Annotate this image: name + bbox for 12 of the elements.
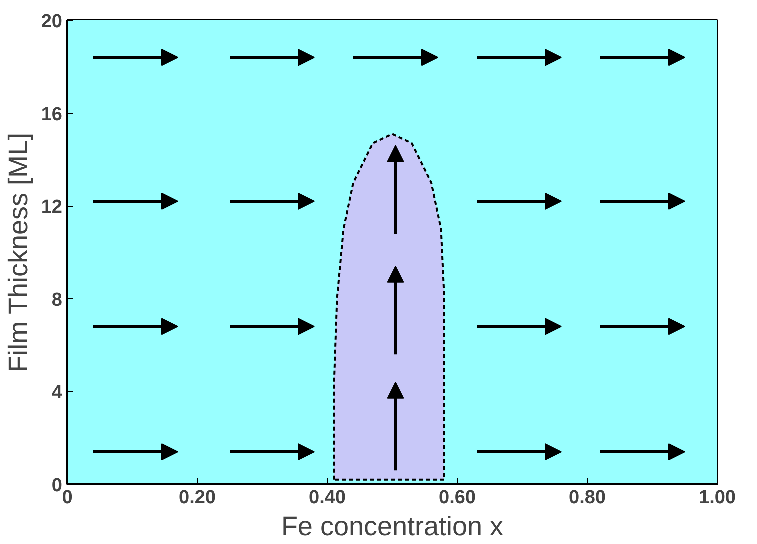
x-tick-label: 0.40	[309, 488, 346, 508]
x-tick-label: 0.20	[179, 488, 216, 508]
x-axis-title: Fe concentration x	[281, 512, 504, 542]
y-tick-label: 16	[41, 104, 63, 126]
y-tick-label: 12	[41, 197, 63, 218]
y-tick-label: 4	[52, 382, 63, 404]
y-tick-label: 8	[52, 290, 63, 311]
x-tick-label: 0.60	[439, 488, 476, 508]
y-axis-title: Film Thickness [ML]	[3, 132, 34, 373]
x-tick-label: 1.00	[699, 488, 736, 508]
y-tick-label: 20	[41, 12, 63, 32]
x-tick-label: 0.80	[569, 488, 606, 508]
